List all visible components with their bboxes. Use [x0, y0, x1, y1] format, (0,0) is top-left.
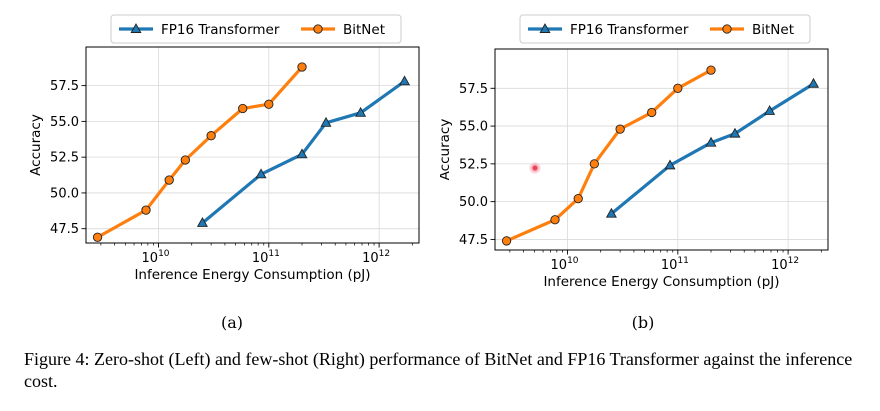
x-tick-label: 1012: [771, 256, 799, 273]
x-tick-label-exponent: 11: [677, 256, 688, 266]
x-tick-label-exponent: 10: [158, 249, 170, 259]
x-tick-label: 1011: [252, 249, 280, 266]
subfigure-label-b: (b): [631, 313, 655, 332]
y-tick-label: 55.0: [50, 115, 79, 130]
fp16-data-point: [808, 77, 820, 88]
bitnet-data-point: [550, 215, 560, 225]
x-tick-label-base: 10: [551, 258, 568, 273]
fp16-data-point: [664, 159, 676, 170]
y-tick-label: 52.5: [50, 151, 79, 166]
legend-label: FP16 Transformer: [161, 22, 280, 38]
figure-caption: Figure 4: Zero-shot (Left) and few-shot …: [24, 349, 853, 391]
fp16-data-point: [320, 116, 332, 127]
x-tick-label-base: 10: [661, 258, 678, 273]
y-tick-label: 47.5: [50, 222, 79, 237]
y-axis-label: Accuracy: [440, 119, 453, 181]
x-tick-label-base: 10: [362, 251, 379, 266]
bitnet-data-point: [706, 65, 716, 75]
x-tick-label: 1012: [362, 249, 390, 266]
bitnet-data-point: [573, 193, 583, 204]
x-tick-label: 1010: [551, 256, 579, 273]
legend-marker-triangle: [539, 23, 551, 33]
plot-frame: [494, 48, 829, 251]
bitnet-data-point: [501, 236, 512, 246]
bitnet-data-point: [647, 107, 657, 118]
bitnet-data-point: [206, 131, 216, 141]
legend-marker-circle: [722, 24, 732, 34]
plot-frame: [85, 46, 420, 244]
chart-few-shot: 1010 1011 101247.550.052.555.057.5Inferenc…: [440, 14, 829, 290]
pointer-cursor-indicator: [529, 162, 541, 174]
series-line-bitnet: [95, 65, 304, 239]
legend-marker-circle: [313, 24, 323, 34]
legend-box: [519, 14, 811, 44]
x-tick-label-exponent: 12: [788, 256, 799, 266]
series-line-fp16-transformer: [609, 82, 816, 216]
legend: FP16 Transformer BitNet: [110, 14, 402, 44]
y-tick-label: 52.5: [459, 157, 488, 172]
chart-zero-shot: 1010 1011 101247.550.052.555.057.5Inferenc…: [28, 14, 420, 283]
bitnet-data-point: [297, 62, 307, 72]
bitnet-data-point: [92, 232, 103, 242]
fp16-data-point: [196, 217, 208, 227]
y-axis-label: Accuracy: [28, 114, 44, 176]
legend: FP16 Transformer BitNet: [519, 14, 811, 44]
x-axis-label: Inference Energy Consumption (pJ): [543, 274, 779, 290]
fp16-data-point: [729, 127, 741, 138]
y-tick-label: 50.0: [459, 195, 488, 210]
x-tick-label-base: 10: [252, 251, 269, 266]
x-tick-label-exponent: 12: [379, 249, 390, 259]
x-axis-label: Inference Energy Consumption (pJ): [134, 267, 370, 283]
y-tick-label: 57.5: [459, 82, 488, 97]
y-tick-label: 57.5: [50, 79, 79, 94]
x-tick-label-exponent: 11: [268, 249, 279, 259]
x-tick-label-base: 10: [771, 258, 788, 273]
bitnet-data-point: [615, 124, 625, 134]
fp16-data-point: [764, 105, 776, 115]
y-tick-label: 50.0: [50, 186, 79, 201]
fp16-data-point: [296, 148, 308, 159]
fp16-data-point: [255, 168, 267, 179]
bitnet-data-point: [238, 103, 248, 114]
fp16-data-point: [399, 75, 411, 86]
legend-box: [110, 14, 402, 44]
fp16-data-point: [605, 207, 617, 218]
series-line-fp16-transformer: [200, 79, 407, 225]
subfigure-label-a: (a): [220, 313, 244, 332]
series-line-bitnet: [504, 68, 713, 243]
bitnet-data-point: [673, 83, 683, 93]
x-tick-label: 1010: [142, 249, 170, 266]
y-tick-label: 47.5: [459, 233, 488, 248]
legend-marker-triangle: [130, 23, 142, 33]
bitnet-data-point: [164, 175, 174, 185]
legend-label: BitNet: [752, 22, 794, 38]
fp16-data-point: [705, 136, 717, 147]
bitnet-data-point: [589, 159, 599, 169]
x-tick-label-base: 10: [142, 251, 159, 266]
fp16-data-point: [355, 106, 367, 117]
bitnet-data-point: [264, 99, 274, 109]
bitnet-data-point: [141, 205, 151, 215]
bitnet-data-point: [180, 155, 190, 165]
x-tick-label: 1011: [661, 256, 689, 273]
y-tick-label: 55.0: [459, 120, 488, 135]
legend-label: FP16 Transformer: [570, 22, 689, 38]
legend-label: BitNet: [343, 22, 385, 38]
x-tick-label-exponent: 10: [567, 256, 579, 266]
